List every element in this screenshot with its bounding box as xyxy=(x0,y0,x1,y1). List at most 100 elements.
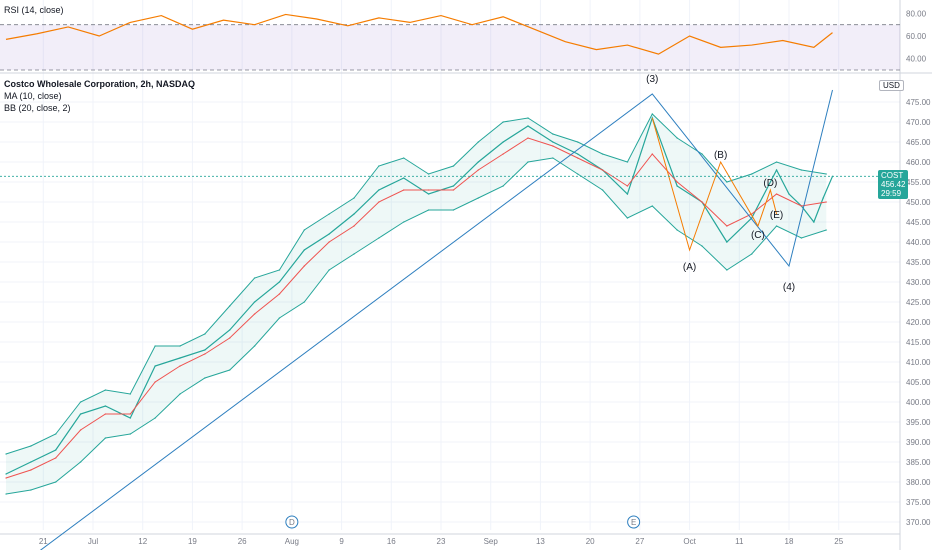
data-point xyxy=(328,233,330,235)
price-tick-label: 475.00 xyxy=(906,98,931,107)
data-point xyxy=(79,401,82,403)
price-tick-label: 390.00 xyxy=(906,438,931,447)
price-tick-label: 410.00 xyxy=(906,358,931,367)
symbol-title: Costco Wholesale Corporation, 2h, NASDAQ xyxy=(4,79,196,89)
data-point xyxy=(204,377,206,379)
data-point xyxy=(502,121,504,123)
grid-lines xyxy=(0,0,900,530)
data-point xyxy=(552,157,554,159)
main-legend: Costco Wholesale Corporation, 2h, NASDAQ… xyxy=(4,78,195,114)
time-tick-label: 13 xyxy=(536,537,545,546)
data-point xyxy=(129,433,132,435)
data-point xyxy=(576,141,579,143)
wave-label: (C) xyxy=(751,230,765,241)
price-tick-label: 455.00 xyxy=(906,178,931,187)
price-tick-label: 375.00 xyxy=(906,498,931,507)
data-point xyxy=(204,333,206,335)
time-tick-label: Sep xyxy=(484,537,499,546)
countdown: 29:59 xyxy=(881,189,902,198)
time-tick-label: 9 xyxy=(339,537,344,546)
data-point xyxy=(788,193,790,195)
wave-label: (3) xyxy=(646,74,658,85)
data-point xyxy=(30,469,32,471)
data-point xyxy=(303,249,306,251)
data-point xyxy=(30,445,32,447)
data-point xyxy=(129,417,132,419)
data-point xyxy=(30,461,32,463)
data-point xyxy=(601,189,604,191)
data-point xyxy=(402,157,405,159)
series-line xyxy=(5,13,833,55)
data-point xyxy=(204,349,206,351)
price-tick-label: 465.00 xyxy=(906,138,931,147)
data-point xyxy=(452,189,455,191)
data-point xyxy=(651,153,654,155)
data-point xyxy=(5,473,7,475)
price-tick-label: 430.00 xyxy=(906,278,931,287)
data-point xyxy=(30,489,32,491)
data-point xyxy=(54,449,57,451)
price-tick-label: 415.00 xyxy=(906,338,931,347)
data-point xyxy=(328,213,330,215)
rsi-band xyxy=(0,24,900,71)
data-point xyxy=(825,229,828,231)
data-point xyxy=(402,189,405,191)
series-line xyxy=(5,137,827,479)
data-point xyxy=(822,197,824,199)
data-point xyxy=(154,381,156,383)
event-marker: E xyxy=(627,515,641,529)
data-point xyxy=(701,201,703,203)
event-marker-shape xyxy=(285,515,299,529)
data-point xyxy=(427,189,430,191)
data-point xyxy=(129,393,132,395)
data-point xyxy=(552,145,554,147)
data-point xyxy=(601,169,604,171)
data-point xyxy=(800,237,803,239)
data-point xyxy=(154,417,156,419)
time-tick-label: 20 xyxy=(586,537,595,546)
data-point xyxy=(726,269,728,271)
data-point xyxy=(5,493,7,495)
data-point xyxy=(726,225,728,227)
data-point xyxy=(253,345,256,347)
wave-label: (B) xyxy=(714,150,727,161)
data-point xyxy=(427,193,430,195)
data-point xyxy=(676,229,678,231)
data-point xyxy=(228,305,231,307)
data-point xyxy=(452,209,455,211)
data-point xyxy=(626,161,629,163)
data-point xyxy=(104,437,107,439)
data-point xyxy=(502,153,504,155)
data-point xyxy=(228,329,231,331)
data-point xyxy=(726,241,728,243)
data-point xyxy=(378,189,380,191)
data-point xyxy=(402,177,405,179)
data-point xyxy=(5,477,7,479)
last-price: 456.42 xyxy=(881,180,906,189)
data-point xyxy=(5,453,7,455)
time-tick-label: 19 xyxy=(188,537,197,546)
data-point xyxy=(402,221,405,223)
data-point xyxy=(527,125,529,127)
data-point xyxy=(800,205,803,207)
data-point xyxy=(303,301,306,303)
data-point xyxy=(477,141,480,143)
data-point xyxy=(179,345,181,347)
time-tick-label: 11 xyxy=(735,537,744,546)
wave-label: (D) xyxy=(763,178,777,189)
price-tick-label: 380.00 xyxy=(906,478,931,487)
data-point xyxy=(813,221,815,223)
data-point xyxy=(328,269,330,271)
data-point xyxy=(601,153,604,155)
data-point xyxy=(79,413,82,415)
data-point xyxy=(378,237,380,239)
data-point xyxy=(552,141,554,143)
currency-badge[interactable]: USD xyxy=(879,80,904,91)
data-point xyxy=(54,481,57,483)
data-point xyxy=(378,165,380,167)
bb-legend-label: BB (20, close, 2) xyxy=(4,103,71,113)
elliott-wave-line xyxy=(39,89,833,550)
rsi-legend: RSI (14, close) xyxy=(4,4,64,16)
data-point xyxy=(452,185,455,187)
